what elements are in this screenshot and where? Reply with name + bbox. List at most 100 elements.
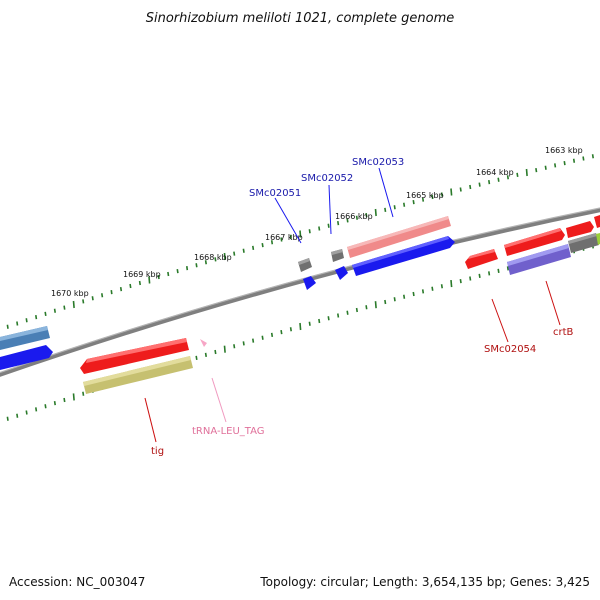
scale-tick [525, 168, 528, 177]
scale-tick [355, 307, 358, 313]
scale-tick [563, 160, 566, 166]
gene-edge-red-block[interactable] [594, 215, 600, 228]
gene-left-blue-arrow[interactable] [0, 345, 53, 370]
gene-smc02054-arrow[interactable] [465, 249, 498, 269]
scale-tick [506, 175, 509, 180]
scale-tick [374, 208, 377, 217]
kbp-labels: 1663 kbp 1664 kbp 1665 kbp 1666 kbp 1667… [51, 146, 583, 298]
scale-tick [82, 391, 85, 396]
scale-tick [204, 260, 207, 265]
scale-tick [214, 257, 217, 262]
scale-tick [25, 318, 28, 323]
gene-labels: SMc02051 SMc02052 SMc02053 SMc02054 crtB… [151, 157, 574, 457]
kbp-label: 1666 kbp [335, 212, 373, 221]
scale-tick [233, 344, 236, 349]
leader-lines [144, 167, 561, 443]
scale-tick [242, 341, 245, 346]
scale-ticks-outer [6, 154, 594, 329]
scale-tick [497, 268, 500, 274]
scale-tick [327, 316, 330, 321]
gene-label-smc02053[interactable]: SMc02053 [352, 157, 404, 168]
gene-crtb-block[interactable] [507, 244, 571, 275]
scale-tick [346, 218, 349, 223]
gene-blue-arrow-small-1[interactable] [303, 276, 316, 290]
scale-tick [365, 305, 368, 310]
scale-tick [6, 324, 9, 329]
gene-label-tig[interactable]: tig [151, 446, 164, 457]
scale-tick [6, 416, 9, 421]
scale-tick [195, 355, 198, 361]
scale-tick [346, 310, 349, 315]
gene-label-crtb[interactable]: crtB [553, 327, 574, 338]
scale-tick [289, 327, 292, 332]
scale-tick [25, 410, 28, 415]
scale-tick [459, 187, 462, 192]
scale-tick [591, 154, 594, 159]
scale-tick [223, 252, 226, 261]
scale-tick [270, 240, 274, 245]
gene-left-steel-block[interactable] [0, 326, 50, 350]
scale-tick [214, 349, 217, 355]
scale-tick [252, 338, 255, 343]
scale-tick [299, 230, 302, 238]
gene-smc02051-block[interactable] [298, 258, 312, 272]
scale-tick [554, 163, 557, 168]
gene-right-red-block[interactable] [566, 221, 594, 238]
scale-tick [289, 234, 292, 239]
genome-backbone [0, 207, 600, 377]
gene-blue-arrow-small-2[interactable] [335, 266, 348, 280]
scale-tick [186, 266, 189, 271]
scale-tick [469, 184, 472, 190]
scale-tick [421, 289, 425, 294]
scale-tick [355, 215, 358, 220]
gene-blue-arrow-large[interactable] [352, 236, 455, 276]
gene-label-trna-leu-tag[interactable]: tRNA-LEU_TAG [192, 426, 265, 437]
scale-ticks-inner [6, 244, 594, 421]
scale-tick [318, 318, 321, 324]
scale-tick [374, 301, 377, 309]
gene-smc02053-block[interactable] [347, 216, 451, 258]
scale-tick [421, 197, 425, 202]
scale-tick [544, 165, 547, 170]
scale-tick [72, 393, 75, 401]
scale-tick [403, 202, 406, 207]
scale-tick [450, 188, 453, 196]
scale-tick [35, 314, 38, 320]
scale-tick [91, 296, 94, 301]
scale-tick [535, 167, 538, 173]
scale-tick [299, 322, 302, 331]
gene-smc02052-block[interactable] [331, 249, 344, 262]
kbp-label: 1664 kbp [476, 168, 514, 177]
gene-gray-right-block[interactable] [568, 233, 599, 253]
gene-label-smc02054[interactable]: SMc02054 [484, 344, 536, 355]
gene-label-smc02051[interactable]: SMc02051 [249, 188, 301, 199]
gene-tig-arrow[interactable] [80, 338, 189, 374]
scale-tick [412, 291, 415, 297]
scale-tick [53, 400, 56, 406]
scale-tick [384, 299, 387, 305]
genome-summary-text: Topology: circular; Length: 3,654,135 bp… [259, 575, 590, 589]
scale-tick [318, 226, 321, 231]
trna-leu-tag-feature[interactable] [200, 339, 207, 347]
scale-tick [450, 280, 453, 288]
gene-olive-block[interactable] [83, 356, 193, 394]
scale-tick [167, 271, 170, 277]
kbp-label: 1663 kbp [545, 146, 583, 155]
forward-strand-genes [80, 215, 600, 374]
scale-tick [488, 179, 491, 185]
scale-tick [308, 229, 311, 234]
scale-tick [63, 305, 66, 310]
gene-label-smc02052[interactable]: SMc02052 [301, 173, 353, 184]
scale-tick [459, 278, 462, 284]
gene-green-edge-block[interactable] [596, 233, 600, 245]
genome-backbone-highlight [0, 207, 600, 374]
gene-crtb-neighbor-block[interactable] [504, 228, 565, 256]
scale-tick [223, 345, 226, 353]
scale-tick [478, 273, 481, 279]
scale-tick [412, 199, 415, 205]
map-title: Sinorhizobium meliloti 1021, complete ge… [146, 11, 455, 26]
scale-tick [327, 223, 330, 228]
scale-tick [440, 192, 443, 197]
scale-tick [337, 313, 340, 318]
scale-tick [82, 299, 85, 304]
